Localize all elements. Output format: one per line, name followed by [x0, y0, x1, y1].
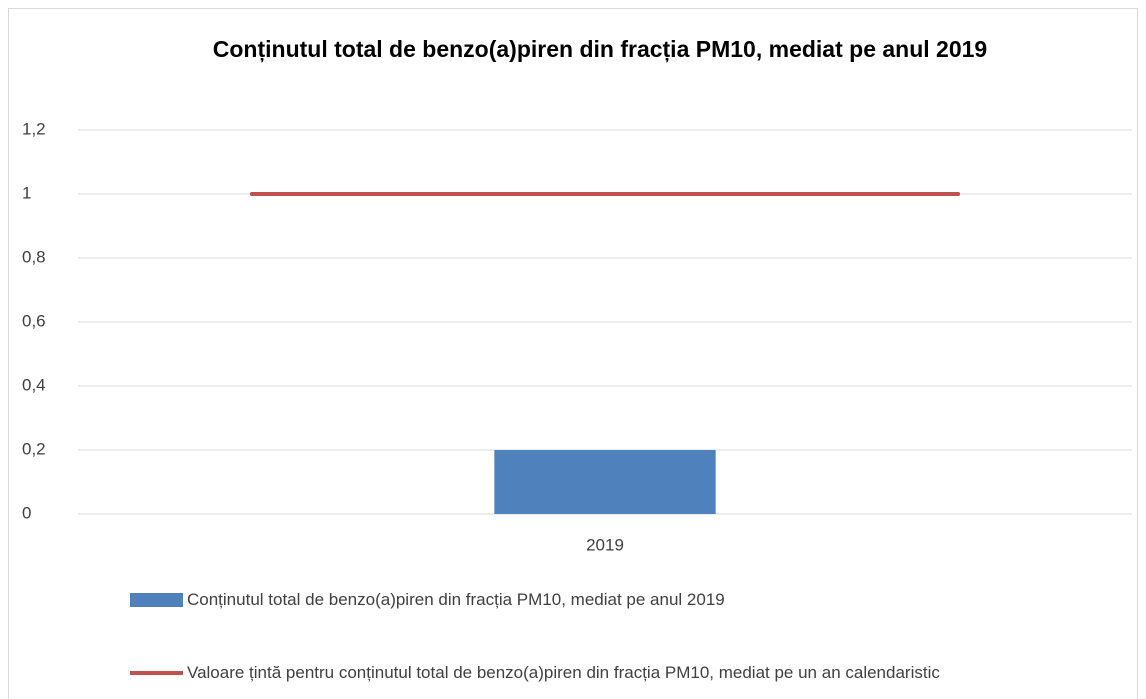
legend-item: Conținutul total de benzo(a)piren din fr…: [130, 586, 1090, 614]
x-tick-label: 2019: [586, 535, 624, 554]
y-tick-label: 1,2: [22, 119, 46, 138]
legend-swatch: [130, 671, 183, 675]
y-tick-label: 0,2: [22, 439, 46, 458]
bar: [494, 450, 716, 514]
chart-border: [8, 8, 1138, 699]
y-tick-label: 1: [22, 183, 31, 202]
y-tick-label: 0,4: [22, 375, 46, 394]
y-tick-label: 0,6: [22, 311, 46, 330]
y-tick-label: 0: [22, 503, 31, 522]
legend-label: Valoare țintă pentru conținutul total de…: [187, 663, 940, 682]
legend-swatch: [130, 593, 183, 607]
chart-title: Conținutul total de benzo(a)piren din fr…: [212, 36, 988, 62]
legend-item: Valoare țintă pentru conținutul total de…: [130, 659, 1090, 687]
legend-label: Conținutul total de benzo(a)piren din fr…: [187, 590, 725, 609]
y-tick-label: 0,8: [22, 247, 46, 266]
